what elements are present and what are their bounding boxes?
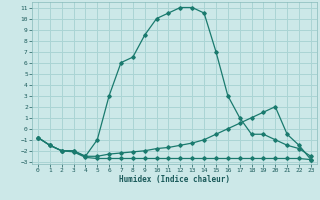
X-axis label: Humidex (Indice chaleur): Humidex (Indice chaleur) [119, 175, 230, 184]
